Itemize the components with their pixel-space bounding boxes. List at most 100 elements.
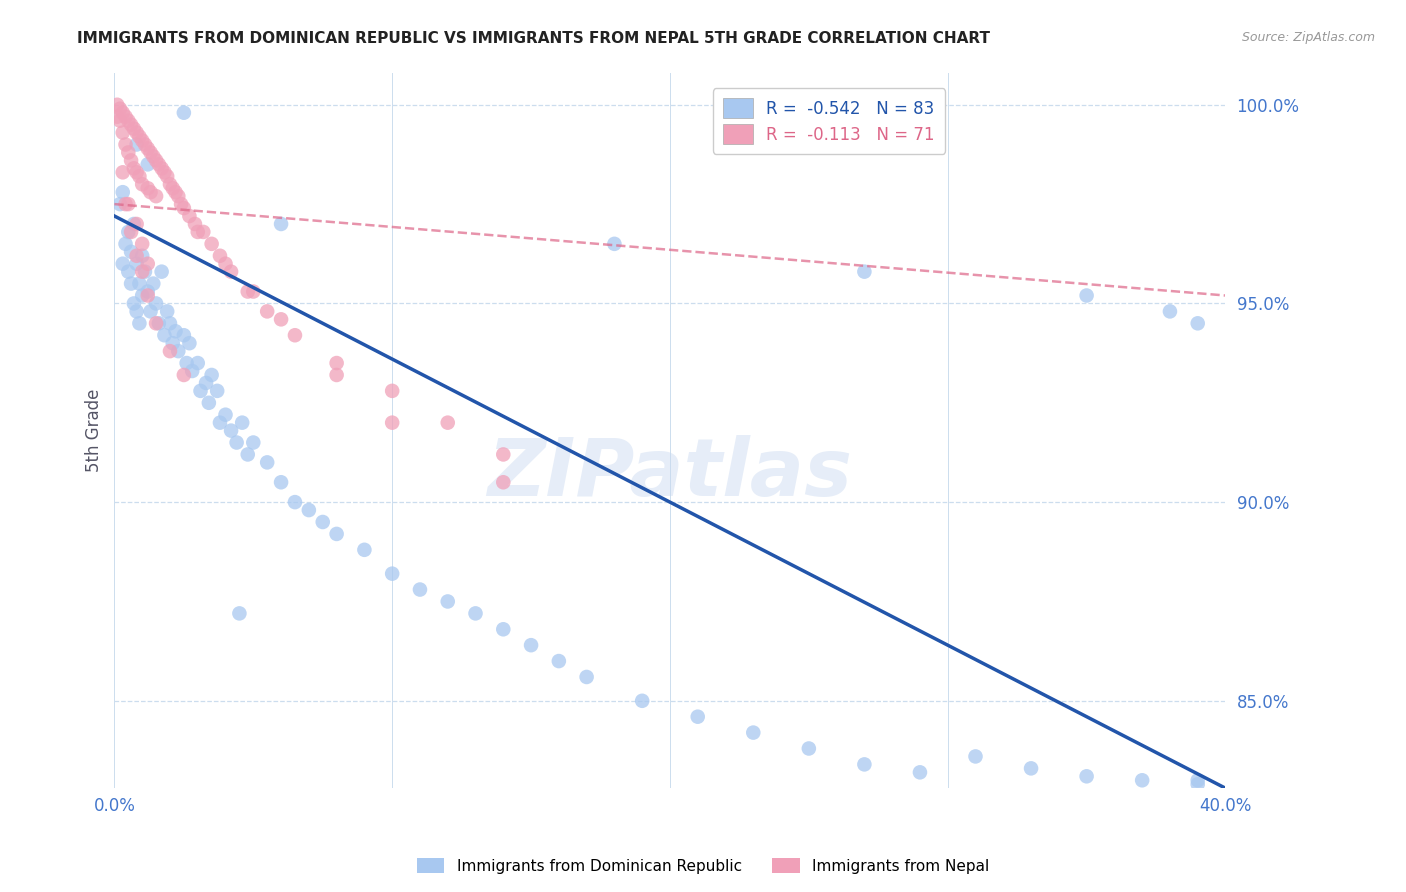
Legend: R =  -0.542   N = 83, R =  -0.113   N = 71: R = -0.542 N = 83, R = -0.113 N = 71 (713, 88, 945, 153)
Point (150, 161, 173, 176)
Point (492, 622, 515, 636)
Point (117, 225, 139, 239)
Text: IMMIGRANTS FROM DOMINICAN REPUBLIC VS IMMIGRANTS FROM NEPAL 5TH GRADE CORRELATIO: IMMIGRANTS FROM DOMINICAN REPUBLIC VS IM… (77, 31, 990, 46)
Point (128, 277, 150, 291)
Point (159, 316, 181, 330)
Point (256, 304, 278, 318)
Point (117, 197, 139, 211)
Point (1076, 288, 1098, 302)
Point (173, 368, 195, 382)
Point (225, 435, 247, 450)
Point (145, 296, 167, 310)
Point (853, 757, 876, 772)
Point (228, 607, 250, 621)
Point (205, 384, 228, 398)
Point (603, 236, 626, 251)
Point (631, 694, 654, 708)
Point (128, 129, 150, 144)
Point (142, 149, 165, 163)
Point (131, 236, 153, 251)
Point (117, 113, 139, 128)
Point (381, 566, 404, 581)
Point (120, 277, 142, 291)
Point (184, 217, 207, 231)
Point (117, 145, 139, 160)
Point (436, 416, 458, 430)
Point (1076, 769, 1098, 783)
Legend: Immigrants from Dominican Republic, Immigrants from Nepal: Immigrants from Dominican Republic, Immi… (411, 852, 995, 880)
Point (325, 368, 347, 382)
Point (111, 165, 134, 179)
Point (381, 384, 404, 398)
Point (1187, 777, 1209, 791)
Y-axis label: 5th Grade: 5th Grade (86, 389, 103, 472)
Point (150, 265, 173, 279)
Point (125, 249, 148, 263)
Point (236, 447, 259, 461)
Point (111, 185, 134, 199)
Point (139, 145, 162, 160)
Point (190, 384, 212, 398)
Point (145, 189, 167, 203)
Point (1130, 773, 1153, 788)
Point (111, 126, 134, 140)
Point (125, 126, 148, 140)
Point (242, 285, 264, 299)
Point (176, 356, 198, 370)
Point (125, 217, 148, 231)
Point (122, 121, 145, 136)
Point (114, 110, 136, 124)
Point (128, 316, 150, 330)
Point (131, 178, 153, 192)
Point (409, 582, 432, 597)
Point (145, 316, 167, 330)
Point (167, 344, 190, 359)
Point (198, 396, 221, 410)
Point (181, 364, 204, 378)
Point (270, 312, 292, 326)
Point (797, 741, 820, 756)
Point (136, 157, 159, 171)
Point (111, 257, 134, 271)
Point (436, 594, 458, 608)
Point (108, 102, 131, 116)
Point (136, 285, 159, 299)
Point (353, 542, 375, 557)
Point (134, 137, 156, 152)
Point (120, 225, 142, 239)
Point (136, 141, 159, 155)
Point (125, 165, 148, 179)
Text: Source: ZipAtlas.com: Source: ZipAtlas.com (1241, 31, 1375, 45)
Point (236, 285, 259, 299)
Point (148, 157, 170, 171)
Point (131, 265, 153, 279)
Point (965, 749, 987, 764)
Point (165, 185, 187, 199)
Point (492, 447, 515, 461)
Point (162, 181, 184, 195)
Point (111, 105, 134, 120)
Point (125, 304, 148, 318)
Point (159, 344, 181, 359)
Point (156, 304, 179, 318)
Point (122, 161, 145, 176)
Point (173, 201, 195, 215)
Point (165, 324, 187, 338)
Point (219, 265, 242, 279)
Point (201, 236, 224, 251)
Point (242, 435, 264, 450)
Point (208, 416, 231, 430)
Point (145, 153, 167, 168)
Point (201, 368, 224, 382)
Point (214, 257, 236, 271)
Point (114, 197, 136, 211)
Point (173, 105, 195, 120)
Point (908, 765, 931, 780)
Point (131, 249, 153, 263)
Point (1019, 761, 1042, 775)
Point (153, 328, 176, 343)
Point (105, 110, 128, 124)
Point (108, 113, 131, 128)
Point (108, 197, 131, 211)
Point (325, 356, 347, 370)
